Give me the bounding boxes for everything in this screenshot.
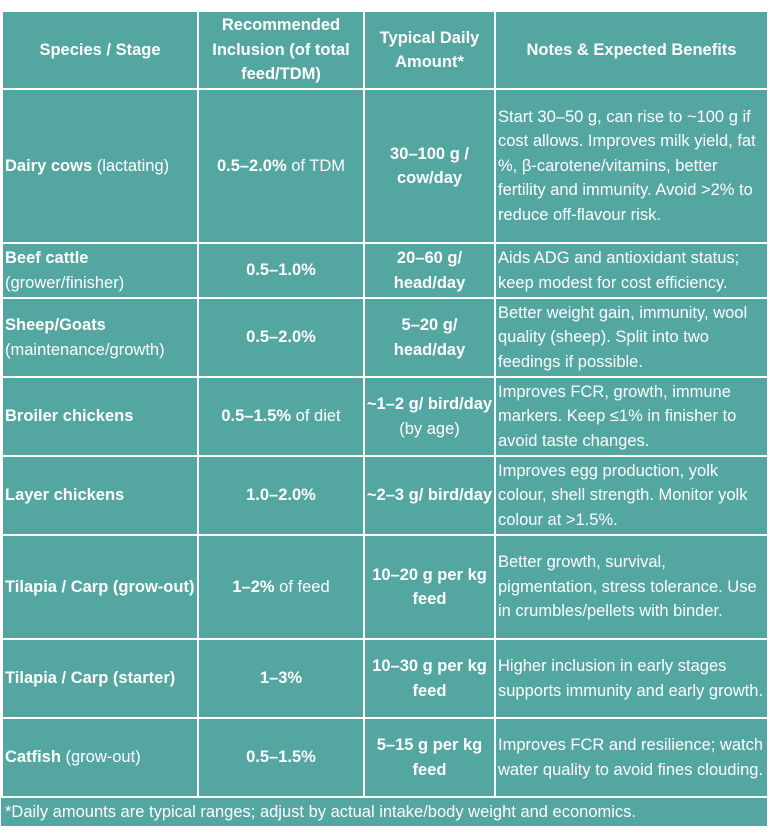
species-name: Broiler chickens — [5, 407, 134, 426]
notes-cell: Better weight gain, immunity, wool quali… — [494, 297, 768, 378]
species-stage: (grower/finisher) — [5, 273, 125, 292]
notes-cell: Improves FCR and resilience; watch water… — [494, 717, 768, 798]
inclusion-cell: 1–2% of feed — [197, 534, 365, 640]
amount-value: 5–15 g per kg feed — [376, 736, 483, 779]
species-stage: (grow-out) — [60, 748, 141, 767]
amount-cell: 30–100 g / cow/day — [363, 88, 496, 244]
species-cell: Beef cattle (grower/finisher) — [1, 242, 199, 299]
inclusion-basis: of TDM — [286, 156, 346, 175]
table-row: Beef cattle (grower/finisher) 0.5–1.0% 2… — [1, 242, 768, 299]
inclusion-cell: 0.5–2.0% of TDM — [197, 88, 365, 244]
species-cell: Tilapia / Carp (grow-out) — [1, 534, 199, 640]
table-row: Broiler chickens 0.5–1.5% of diet ~1–2 g… — [1, 376, 768, 457]
species-name: Dairy cows — [5, 156, 93, 175]
species-cell: Broiler chickens — [1, 376, 199, 457]
species-name: Tilapia / Carp (grow-out) — [5, 577, 195, 596]
species-name: Catfish — [5, 748, 61, 767]
table-row: Layer chickens 1.0–2.0% ~2–3 g/ bird/day… — [1, 455, 768, 536]
notes-cell: Start 30–50 g, can rise to ~100 g if cos… — [494, 88, 768, 244]
species-name: Beef cattle — [5, 249, 89, 267]
header-daily-amount: Typical Daily Amount* — [363, 10, 496, 90]
inclusion-basis: of feed — [274, 577, 330, 596]
amount-cell: 10–20 g per kg feed — [363, 534, 496, 640]
inclusion-value: 0.5–2.0% — [246, 328, 316, 347]
inclusion-cell: 1.0–2.0% — [197, 455, 365, 536]
table-row: Dairy cows (lactating) 0.5–2.0% of TDM 3… — [1, 88, 768, 244]
species-cell: Tilapia / Carp (starter) — [1, 638, 199, 719]
amount-value: 10–20 g per kg feed — [372, 565, 487, 609]
amount-cell: ~1–2 g/ bird/day (by age) — [363, 376, 496, 457]
inclusion-value: 0.5–2.0% — [216, 156, 287, 175]
species-cell: Layer chickens — [1, 455, 199, 536]
header-inclusion: Recommended Inclusion (of total feed/TDM… — [197, 10, 365, 90]
inclusion-cell: 0.5–2.0% — [197, 297, 365, 378]
amount-cell: 5–15 g per kg feed — [363, 717, 496, 798]
amount-value: 5–20 g/ head/day — [393, 316, 466, 359]
notes-cell: Improves egg production, yolk colour, sh… — [494, 455, 768, 536]
amount-value: ~1–2 g/ bird/day — [366, 395, 493, 413]
header-notes: Notes & Expected Benefits — [494, 10, 768, 90]
inclusion-cell: 0.5–1.5% — [197, 717, 365, 798]
footnote: *Daily amounts are typical ranges; adjus… — [1, 798, 767, 826]
species-stage: (maintenance/growth) — [5, 340, 165, 359]
species-name: Sheep/Goats — [5, 316, 106, 334]
amount-value: 10–30 g per kg feed — [372, 657, 487, 700]
inclusion-basis: of diet — [291, 407, 341, 426]
amount-cell: 10–30 g per kg feed — [363, 638, 496, 719]
table-row: Tilapia / Carp (starter) 1–3% 10–30 g pe… — [1, 638, 768, 719]
amount-value: ~2–3 g/ bird/day — [366, 486, 493, 505]
inclusion-cell: 0.5–1.5% of diet — [197, 376, 365, 457]
table-row: Sheep/Goats (maintenance/growth) 0.5–2.0… — [1, 297, 768, 378]
species-cell: Dairy cows (lactating) — [1, 88, 199, 244]
species-name: Layer chickens — [5, 486, 125, 505]
inclusion-value: 0.5–1.5% — [221, 407, 292, 426]
inclusion-value: 1.0–2.0% — [246, 486, 316, 505]
inclusion-value: 0.5–1.5% — [246, 748, 316, 767]
inclusion-value: 0.5–1.0% — [246, 261, 316, 280]
amount-cell: 5–20 g/ head/day — [363, 297, 496, 378]
notes-cell: Higher inclusion in early stages support… — [494, 638, 768, 719]
amount-value: 20–60 g/ head/day — [393, 249, 466, 292]
inclusion-cell: 1–3% — [197, 638, 365, 719]
header-row: Species / Stage Recommended Inclusion (o… — [1, 10, 768, 90]
amount-value: 30–100 g / cow/day — [390, 144, 469, 188]
amount-note: (by age) — [399, 419, 460, 438]
header-species: Species / Stage — [1, 10, 199, 90]
notes-cell: Aids ADG and antioxidant status; keep mo… — [494, 242, 768, 299]
species-stage: (lactating) — [92, 156, 170, 175]
notes-cell: Improves FCR, growth, immune markers. Ke… — [494, 376, 768, 457]
amount-cell: ~2–3 g/ bird/day — [363, 455, 496, 536]
inclusion-cell: 0.5–1.0% — [197, 242, 365, 299]
feed-inclusion-table: Species / Stage Recommended Inclusion (o… — [1, 10, 768, 798]
amount-cell: 20–60 g/ head/day — [363, 242, 496, 299]
notes-cell: Better growth, survival, pigmentation, s… — [494, 534, 768, 640]
species-cell: Sheep/Goats (maintenance/growth) — [1, 297, 199, 378]
table-row: Tilapia / Carp (grow-out) 1–2% of feed 1… — [1, 534, 768, 640]
inclusion-value: 1–3% — [259, 669, 303, 688]
table-row: Catfish (grow-out) 0.5–1.5% 5–15 g per k… — [1, 717, 768, 798]
species-name: Tilapia / Carp (starter) — [5, 669, 176, 688]
inclusion-value: 1–2% — [232, 577, 275, 596]
species-cell: Catfish (grow-out) — [1, 717, 199, 798]
